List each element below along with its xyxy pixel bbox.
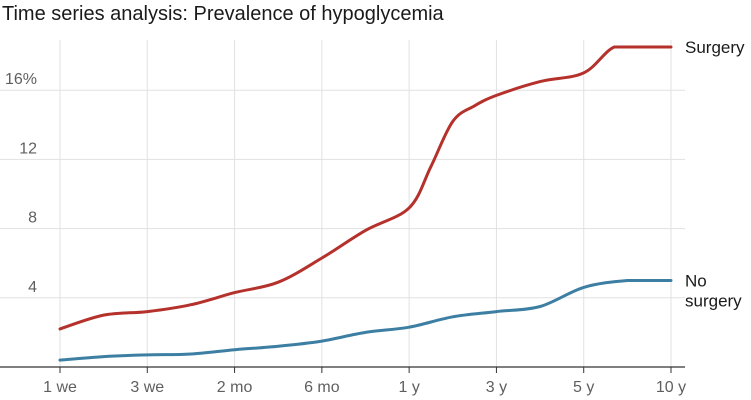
x-tick-label: 5 y: [573, 379, 594, 396]
x-tick-label: 1 we: [43, 379, 77, 396]
y-tick-label: 4: [28, 279, 37, 296]
series-line-no-surgery: [58, 279, 673, 362]
series-label: surgery: [685, 292, 742, 311]
x-tick-label: 10 y: [656, 379, 686, 396]
grid-lines: [0, 40, 685, 367]
series-label: Surgery: [685, 38, 745, 57]
y-tick-label: 12: [19, 140, 37, 157]
x-tick-label: 2 mo: [217, 379, 253, 396]
axes: [0, 366, 685, 373]
x-tick-label: 3 y: [486, 379, 507, 396]
tick-labels: 4 8 12 16% 1 we 3 we 2 mo 6 mo 1 y 3 y 5 y 10 y: [5, 71, 686, 396]
x-tick-label: 6 mo: [304, 379, 340, 396]
series-label: No: [685, 272, 707, 291]
y-tick-label: 8: [28, 210, 37, 227]
x-tick-label: 1 y: [398, 379, 419, 396]
y-tick-label: 16%: [5, 71, 37, 88]
chart-title: Time series analysis: Prevalence of hypo…: [2, 3, 444, 25]
x-tick-label: 3 we: [130, 379, 164, 396]
series-lines: [58, 45, 673, 362]
series-line-surgery: [58, 45, 673, 331]
